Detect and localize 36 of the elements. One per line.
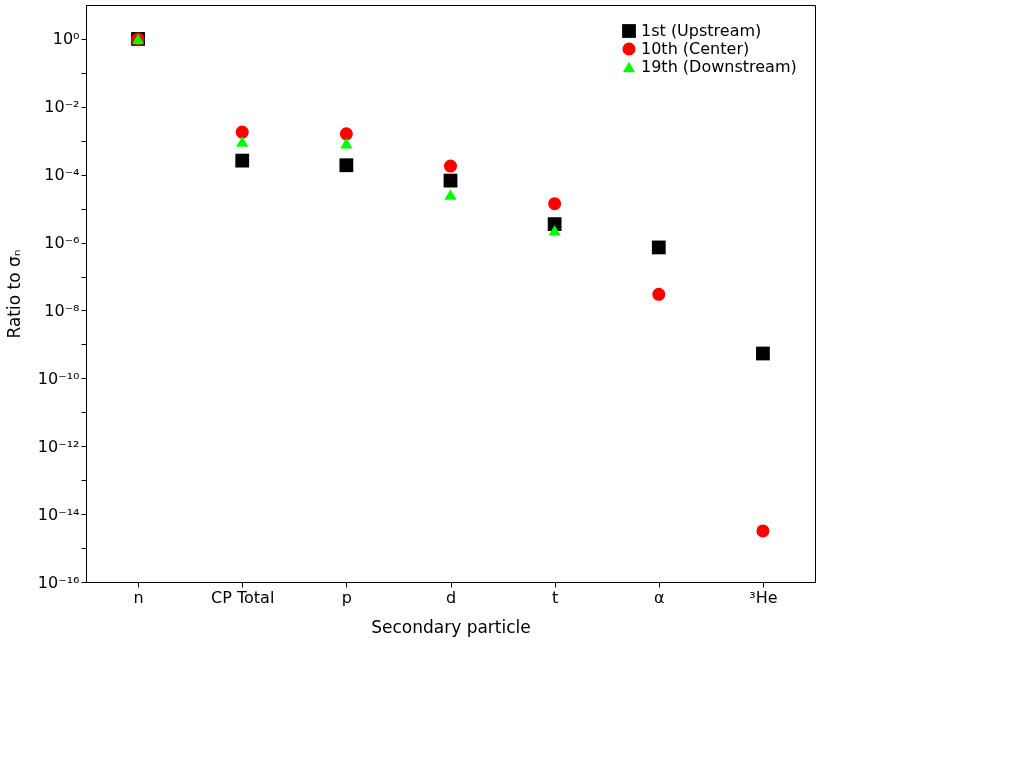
y-tick-label: 10⁻¹² <box>37 436 80 456</box>
point <box>235 153 250 168</box>
y-tick-label: 10⁻⁴ <box>44 165 80 185</box>
x-tick-label: t <box>552 587 559 607</box>
y-tick-label: 10⁻² <box>44 97 80 117</box>
point <box>339 127 353 141</box>
x-axis-title: Secondary particle <box>371 616 531 637</box>
point <box>548 197 562 211</box>
x-tick-label: ³He <box>749 587 778 607</box>
point <box>339 158 354 173</box>
point <box>548 225 561 236</box>
point <box>443 173 458 188</box>
point <box>652 287 666 301</box>
y-tick-label: 10⁻¹⁰ <box>37 368 80 388</box>
x-tick-label: n <box>133 587 144 607</box>
y-tick-label: 10⁻⁸ <box>44 300 80 320</box>
x-tick-label: d <box>445 587 457 607</box>
point <box>444 189 457 200</box>
legend-label: 10th (Center) <box>641 39 750 58</box>
y-tick-label: 10⁻¹⁶ <box>37 572 80 592</box>
y-axis-title: Ratio to σₙ <box>3 249 24 339</box>
x-tick-label: CP Total <box>211 587 275 607</box>
y-tick-label: 10⁻¹⁴ <box>37 504 80 524</box>
legend-label: 1st (Upstream) <box>641 21 762 40</box>
legend-label: 19th (Downstream) <box>641 57 797 76</box>
point <box>756 524 770 538</box>
point <box>756 346 770 361</box>
point <box>340 137 353 149</box>
point <box>236 136 249 147</box>
point <box>235 125 249 139</box>
point <box>651 240 666 255</box>
point <box>443 159 458 173</box>
x-tick-label: p <box>341 587 352 607</box>
y-tick-label: 10⁻⁶ <box>44 233 80 253</box>
y-tick-label: 10⁰ <box>52 29 80 49</box>
x-tick-label: α <box>654 587 665 607</box>
